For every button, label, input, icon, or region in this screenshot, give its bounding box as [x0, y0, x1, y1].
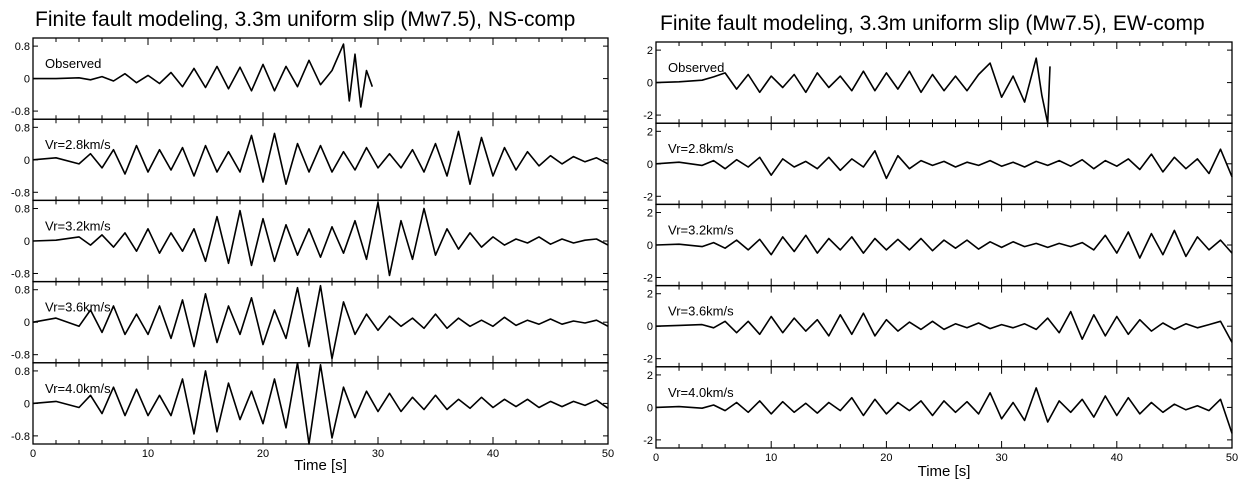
panel-ew-4: 2 0 -2 Vr=4.0km/s [643, 366, 1233, 449]
y-tick-label: 0.8 [15, 204, 30, 216]
series-line [655, 229, 1233, 259]
series-label: Vr=2.8km/s [668, 141, 734, 156]
y-tick-label: 2 [647, 126, 653, 138]
series-label: Vr=4.0km/s [45, 381, 111, 396]
x-tick-label: 10 [765, 452, 777, 464]
panel-ew-0: 2 0 -2 Observed [643, 41, 1233, 124]
y-tick-label: 0.8 [15, 366, 30, 378]
y-tick-label: -0.8 [11, 187, 30, 199]
y-tick-label: -0.8 [11, 268, 30, 280]
chart-ns: Finite fault modeling, 3.3m uniform slip… [11, 8, 614, 474]
series-line [32, 362, 609, 445]
x-tick-label: 30 [372, 448, 384, 460]
series-line [655, 310, 1233, 343]
y-tick-label: 0.8 [15, 285, 30, 297]
y-tick-label: -2 [643, 272, 653, 284]
panel-ns-4: 0.8 0 -0.8 Vr=4.0km/s [11, 362, 609, 445]
x-tick-label: 0 [30, 448, 36, 460]
panel-ns-0: 0.8 0 -0.8 Observed [11, 37, 609, 120]
series-line [33, 43, 374, 108]
x-tick-label: 0 [653, 452, 659, 464]
panel-frame [32, 37, 609, 120]
panel-ns-2: 0.8 0 -0.8 Vr=3.2km/s [11, 199, 609, 283]
x-tick-label: 20 [257, 448, 269, 460]
series-label: Observed [45, 56, 101, 71]
x-tick-label: 50 [1226, 452, 1238, 464]
series-label: Vr=3.6km/s [668, 304, 734, 319]
y-tick-label: -0.8 [11, 431, 30, 443]
y-tick-label: 0 [647, 78, 653, 90]
series-label: Observed [668, 60, 724, 75]
y-tick-label: 0 [647, 402, 653, 414]
y-tick-label: -2 [643, 191, 653, 203]
y-tick-label: 0 [647, 159, 653, 171]
x-tick-label: 40 [1111, 452, 1123, 464]
y-tick-label: 2 [647, 208, 653, 220]
panel-ew-3: 2 0 -2 Vr=3.6km/s [643, 284, 1233, 368]
y-tick-label: 0 [24, 155, 30, 167]
panel-ew-2: 2 0 -2 Vr=3.2km/s [643, 203, 1233, 287]
x-tick-label: 10 [142, 448, 154, 460]
panel-ns-3: 0.8 0 -0.8 Vr=3.6km/s [11, 280, 609, 364]
y-tick-label: -2 [643, 435, 653, 447]
y-tick-label: -0.8 [11, 106, 30, 118]
series-label: Vr=4.0km/s [668, 385, 734, 400]
y-tick-label: 2 [647, 45, 653, 57]
x-tick-label: 50 [602, 448, 614, 460]
x-axis-label: Time [s] [918, 463, 971, 480]
y-tick-label: 0 [24, 74, 30, 86]
y-tick-label: 0 [647, 321, 653, 333]
y-tick-label: 0 [647, 240, 653, 252]
series-line [32, 284, 609, 360]
chart-ew: Finite fault modeling, 3.3m uniform slip… [643, 12, 1238, 480]
series-label: Vr=3.6km/s [45, 300, 111, 315]
panel-ns-1: 0.8 0 -0.8 Vr=2.8km/s [11, 118, 609, 202]
series-label: Vr=3.2km/s [45, 218, 111, 233]
series-label: Vr=3.2km/s [668, 222, 734, 237]
y-tick-label: -0.8 [11, 350, 30, 362]
x-axis-label: Time [s] [294, 457, 347, 474]
series-line [655, 148, 1233, 180]
chart-title-ew: Finite fault modeling, 3.3m uniform slip… [660, 12, 1205, 35]
series-label: Vr=2.8km/s [45, 137, 111, 152]
y-tick-label: 0 [24, 398, 30, 410]
y-tick-label: -2 [643, 354, 653, 366]
series-line [32, 130, 609, 185]
y-tick-label: 0 [24, 236, 30, 248]
chart-title-ns: Finite fault modeling, 3.3m uniform slip… [35, 8, 575, 31]
series-line [655, 57, 1051, 124]
x-tick-label: 40 [487, 448, 499, 460]
y-tick-label: 0.8 [15, 41, 30, 53]
y-tick-label: -2 [643, 110, 653, 122]
series-line [32, 201, 609, 277]
x-tick-label: 30 [995, 452, 1007, 464]
y-tick-label: 2 [647, 289, 653, 301]
series-line [655, 387, 1233, 434]
y-tick-label: 2 [647, 370, 653, 382]
y-tick-label: 0.8 [15, 122, 30, 134]
panel-ew-1: 2 0 -2 Vr=2.8km/s [643, 122, 1233, 206]
y-tick-label: 0 [24, 317, 30, 329]
x-tick-label: 20 [880, 452, 892, 464]
